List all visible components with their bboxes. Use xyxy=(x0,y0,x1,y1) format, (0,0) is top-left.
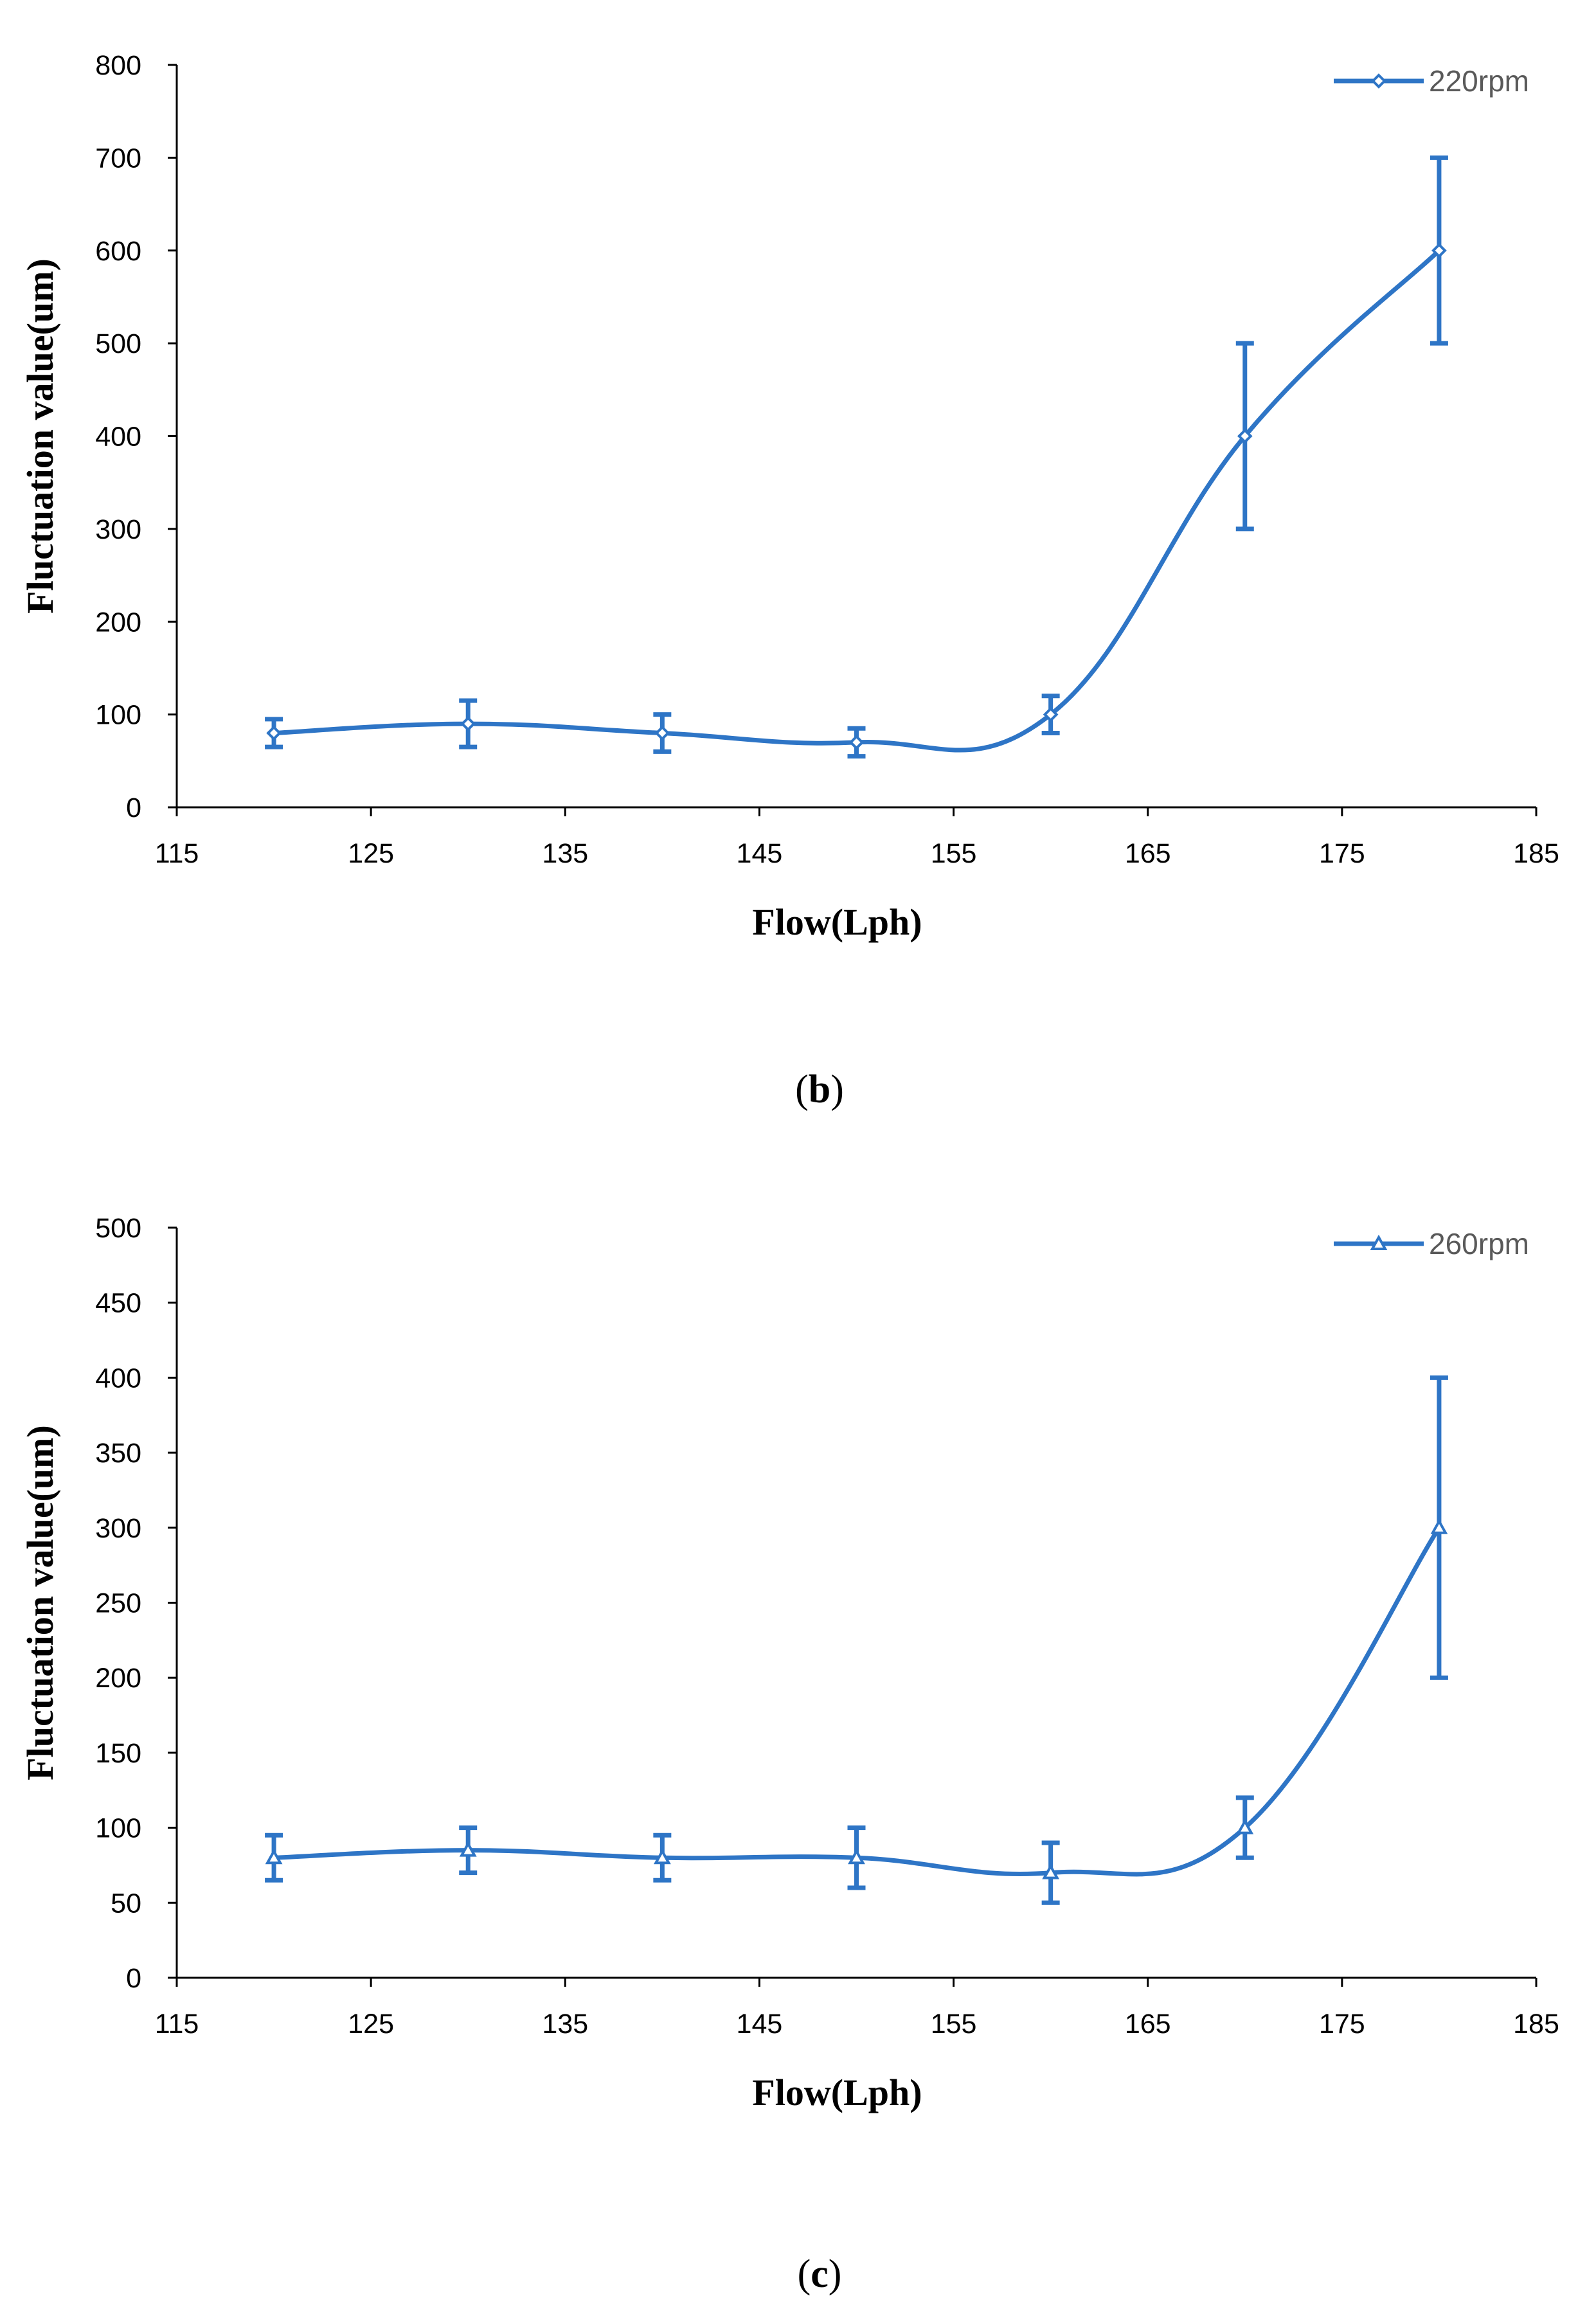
y-tick-label: 450 xyxy=(95,1288,141,1319)
x-tick-label: 135 xyxy=(542,838,588,869)
panel-caption: (c) xyxy=(798,2252,842,2296)
x-axis-title: Flow(Lph) xyxy=(752,2072,922,2113)
x-tick-label: 185 xyxy=(1513,838,1559,869)
data-point xyxy=(1431,242,1447,258)
y-tick-label: 500 xyxy=(95,328,141,359)
data-point xyxy=(266,725,282,741)
x-tick-label: 135 xyxy=(542,2009,588,2039)
chart-c: 0 50 100 150 200 250 300 350 400 450 500 115 125 135 1… xyxy=(19,1213,1559,2296)
data-point xyxy=(1430,1518,1448,1534)
data-point xyxy=(459,1841,477,1857)
x-tick-label: 115 xyxy=(155,838,199,869)
x-tick-label: 155 xyxy=(931,838,977,869)
x-tick-label: 165 xyxy=(1125,2009,1171,2039)
data-point xyxy=(460,716,476,731)
y-tick-label: 400 xyxy=(95,422,141,453)
x-tick-label: 185 xyxy=(1513,2009,1559,2039)
x-tick-label: 145 xyxy=(737,2009,783,2039)
x-tick-label: 165 xyxy=(1125,838,1171,869)
y-tick-label: 700 xyxy=(95,143,141,174)
x-tick-label: 125 xyxy=(348,838,394,869)
data-point xyxy=(1042,1863,1060,1879)
series-line-260rpm xyxy=(271,1525,1442,1877)
y-tick-label: 200 xyxy=(95,607,141,638)
y-tick-label: 150 xyxy=(95,1738,141,1769)
y-tick-label: 0 xyxy=(126,793,141,823)
x-tick-label: 145 xyxy=(737,838,783,869)
x-axis-title: Flow(Lph) xyxy=(752,901,922,943)
y-axis-title: Fluctuation value(um) xyxy=(19,1425,61,1780)
y-axis-title: Fluctuation value(um) xyxy=(19,258,61,614)
y-tick-label: 0 xyxy=(126,1963,141,1994)
data-point xyxy=(1236,1818,1254,1834)
data-point xyxy=(848,735,865,750)
y-tick-label: 800 xyxy=(95,50,141,81)
data-point xyxy=(848,1849,865,1865)
y-tick-label: 50 xyxy=(111,1888,141,1919)
legend-label: 220rpm xyxy=(1429,64,1529,98)
data-point xyxy=(265,1849,283,1865)
series-line-220rpm xyxy=(271,248,1442,753)
legend-marker xyxy=(1370,1234,1388,1250)
x-tick-label: 115 xyxy=(155,2009,199,2039)
y-tick-label: 200 xyxy=(95,1663,141,1694)
chart-b: 0 100 200 300 400 500 600 700 800 115 125 135 145 155… xyxy=(19,50,1559,1111)
y-tick-label: 350 xyxy=(95,1438,141,1469)
data-point xyxy=(653,1849,671,1865)
y-tick-label: 300 xyxy=(95,514,141,545)
x-tick-label: 175 xyxy=(1319,2009,1365,2039)
y-tick-label: 100 xyxy=(95,700,141,731)
y-tick-label: 100 xyxy=(95,1813,141,1844)
data-point xyxy=(654,725,670,741)
legend-label: 260rpm xyxy=(1429,1227,1529,1260)
panel-caption: (b) xyxy=(795,1068,844,1111)
legend-marker xyxy=(1371,73,1386,89)
y-tick-label: 400 xyxy=(95,1363,141,1393)
y-tick-label: 500 xyxy=(95,1213,141,1244)
data-point xyxy=(1043,706,1059,722)
y-tick-label: 300 xyxy=(95,1513,141,1544)
y-tick-label: 250 xyxy=(95,1588,141,1619)
x-tick-label: 125 xyxy=(348,2009,394,2039)
x-tick-label: 175 xyxy=(1319,838,1365,869)
y-tick-label: 600 xyxy=(95,236,141,267)
x-tick-label: 155 xyxy=(931,2009,977,2039)
data-point xyxy=(1237,428,1253,444)
